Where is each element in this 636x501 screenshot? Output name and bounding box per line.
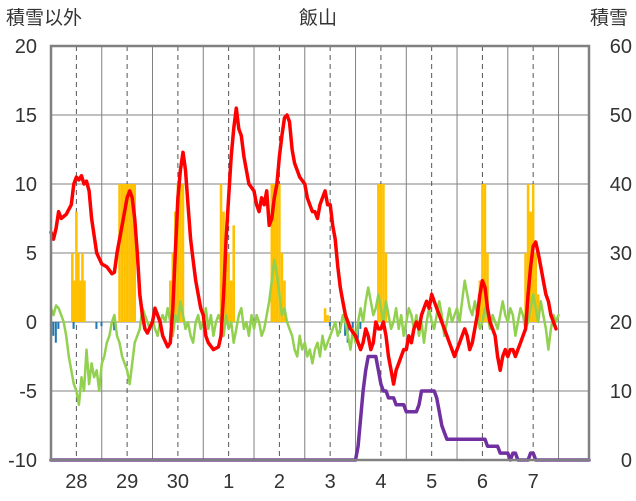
right-tick-label: 30 — [610, 243, 632, 265]
left-tick-label: 20 — [15, 36, 37, 58]
left-tick-label: 10 — [15, 174, 37, 196]
left-tick-labels: 20 15 10 5 0 -5 -10 — [8, 36, 37, 472]
x-tick-label: 28 — [65, 471, 87, 493]
precipitation-bar — [125, 184, 129, 322]
precipitation-bar — [219, 184, 223, 322]
precipitation-bar — [524, 253, 527, 322]
temperature-line — [49, 106, 558, 386]
sunshine-bar — [72, 322, 75, 329]
wind-line — [49, 258, 560, 407]
precipitation-bar — [280, 253, 284, 322]
precipitation-bar — [169, 280, 172, 322]
sunshine-bar — [359, 322, 362, 329]
x-tick-label: 2 — [274, 471, 285, 493]
precipitation-bar — [278, 184, 281, 322]
precipitation-bar — [75, 211, 78, 322]
series-lines — [49, 106, 591, 462]
precipitation-bar — [71, 253, 74, 322]
sunshine-bar — [113, 322, 116, 331]
precipitation-bar — [77, 253, 80, 322]
precipitation-bar — [118, 184, 121, 322]
plot-border — [49, 44, 591, 462]
right-tick-label: 50 — [610, 105, 632, 127]
precipitation-bar — [232, 225, 235, 322]
x-tick-label: 29 — [116, 471, 138, 493]
precipitation-bar — [229, 280, 233, 322]
left-tick-label: 0 — [26, 312, 37, 334]
precipitation-bar — [534, 253, 537, 322]
precipitation-bar — [179, 184, 182, 322]
precipitation-bar — [536, 294, 540, 322]
x-tick-label: 4 — [375, 471, 386, 493]
precipitation-bar — [181, 184, 185, 322]
precipitation-bar — [377, 184, 380, 322]
sunshine-bar — [52, 322, 55, 336]
precipitation-bar — [379, 184, 383, 322]
precipitation-bar — [83, 280, 86, 322]
precipitation-bar — [123, 184, 126, 322]
precipitation-bar — [128, 184, 131, 322]
right-tick-label: 40 — [610, 174, 632, 196]
right-tick-labels: 60 50 40 30 20 10 0 — [610, 36, 632, 472]
x-tick-label: 5 — [426, 471, 437, 493]
sunshine-bar — [328, 322, 331, 327]
precipitation-bar — [130, 184, 134, 322]
sunshine-bar — [100, 322, 103, 327]
chart-title: 飯山 — [299, 7, 337, 29]
precipitation-bar — [224, 253, 228, 322]
right-tick-label: 20 — [610, 312, 632, 334]
x-tick-label: 7 — [528, 471, 539, 493]
x-tick-label: 30 — [167, 471, 189, 493]
x-tick-label: 6 — [477, 471, 488, 493]
sunshine-bar — [344, 322, 347, 336]
precipitation-bar — [384, 253, 388, 322]
x-tick-labels: 28 29 30 1 2 3 4 5 6 7 — [65, 471, 538, 493]
left-tick-label: -5 — [19, 381, 37, 403]
precipitation-bar — [275, 184, 279, 322]
precipitation-bar — [481, 184, 484, 322]
sunshine-bar — [57, 322, 60, 329]
left-axis-label: 積雪以外 — [6, 7, 82, 29]
x-tick-label: 3 — [325, 471, 336, 493]
x-tick-label: 1 — [223, 471, 234, 493]
precipitation-bar — [483, 184, 487, 322]
precipitation-bar — [270, 184, 274, 322]
right-tick-label: 60 — [610, 36, 632, 58]
snow_depth-line — [49, 354, 591, 462]
precipitation-bar — [120, 184, 124, 322]
precipitation-bar — [486, 253, 489, 322]
precipitation-bar — [81, 253, 84, 322]
precipitation-bar — [79, 280, 82, 322]
precipitation-bar — [382, 184, 385, 322]
right-axis-label: 積雪 — [590, 7, 628, 29]
precipitation-bar — [283, 280, 286, 322]
left-tick-label: 5 — [26, 243, 37, 265]
precipitation-bar — [176, 184, 180, 322]
right-tick-label: 10 — [610, 381, 632, 403]
precipitation-bar — [73, 280, 76, 322]
plot-frame — [49, 44, 591, 462]
precipitation-bar — [273, 184, 276, 322]
precipitation-bar — [133, 184, 137, 322]
sunshine-bar — [95, 322, 98, 329]
precipitation-bar — [526, 184, 530, 322]
sunshine-bar — [54, 322, 57, 343]
precipitation-bar — [323, 308, 327, 322]
left-tick-label: 15 — [15, 105, 37, 127]
precipitation-bar — [227, 253, 230, 322]
right-tick-label: 0 — [621, 450, 632, 472]
left-tick-label: -10 — [8, 450, 37, 472]
precipitation-bar — [326, 315, 329, 322]
